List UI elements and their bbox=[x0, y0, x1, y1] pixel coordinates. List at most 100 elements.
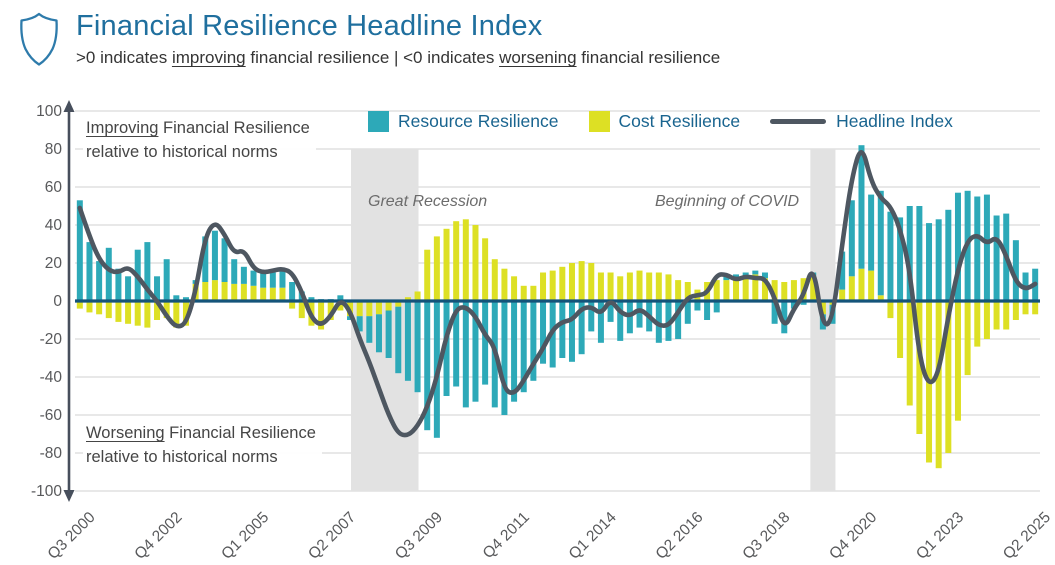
resource-bar bbox=[221, 238, 228, 282]
headline-line-icon bbox=[770, 119, 827, 124]
covid-label: Beginning of COVID bbox=[655, 193, 800, 210]
y-tick-label: 100 bbox=[36, 103, 62, 120]
cost-bar bbox=[549, 270, 556, 301]
resource-bar bbox=[617, 301, 624, 341]
resource-bar bbox=[559, 301, 566, 358]
cost-bar bbox=[520, 285, 527, 301]
y-tick-label: -100 bbox=[31, 483, 62, 500]
cost-bar bbox=[1032, 301, 1039, 315]
cost-bar bbox=[279, 287, 286, 301]
resource-bar bbox=[675, 301, 682, 339]
resource-bar bbox=[231, 259, 238, 284]
cost-bar bbox=[443, 228, 450, 301]
improving-annotation: Improving Financial Resilience relative … bbox=[83, 116, 316, 167]
cost-bar bbox=[916, 301, 923, 434]
resource-bar bbox=[887, 211, 894, 301]
x-tick-label: Q3 2009 bbox=[392, 509, 446, 563]
cost-bar bbox=[250, 285, 257, 301]
resource-bar bbox=[443, 301, 450, 396]
cost-bar bbox=[742, 276, 749, 301]
cost-bar bbox=[462, 219, 469, 301]
cost-bar bbox=[395, 301, 402, 307]
resource-bar bbox=[597, 301, 604, 343]
page-title: Financial Resilience Headline Index bbox=[76, 10, 543, 42]
axis-arrow-down-icon bbox=[63, 490, 75, 502]
cost-bar bbox=[993, 301, 1000, 330]
y-tick-label: 80 bbox=[45, 141, 63, 158]
resource-bar bbox=[395, 306, 402, 374]
resource-bar bbox=[76, 200, 83, 301]
resource-bar bbox=[260, 272, 267, 288]
resource-bar bbox=[144, 242, 151, 301]
cost-bar bbox=[221, 282, 228, 301]
cost-bar bbox=[839, 289, 846, 301]
resource-bar bbox=[385, 310, 392, 358]
cost-bar bbox=[1003, 301, 1010, 330]
cost-bar bbox=[607, 272, 614, 301]
resource-bar bbox=[375, 314, 382, 353]
resource-bar bbox=[520, 301, 527, 393]
legend-label-headline: Headline Index bbox=[836, 111, 953, 131]
cost-bar bbox=[617, 276, 624, 301]
x-tick-label: Q1 2023 bbox=[913, 509, 967, 563]
cost-bar bbox=[887, 301, 894, 319]
cost-bar bbox=[366, 301, 373, 317]
resource-bar bbox=[269, 272, 276, 288]
resource-bar bbox=[105, 247, 112, 301]
resource-bar bbox=[588, 301, 595, 332]
x-tick-label: Q4 2020 bbox=[826, 509, 880, 563]
resource-bar bbox=[752, 270, 759, 275]
cost-bar bbox=[1022, 301, 1029, 315]
cost-bar bbox=[337, 301, 344, 311]
cost-bar bbox=[76, 301, 83, 309]
resource-bar bbox=[626, 301, 633, 334]
cost-bar bbox=[105, 301, 112, 319]
y-tick-label: -60 bbox=[40, 407, 63, 424]
y-tick-label: -20 bbox=[40, 331, 63, 348]
x-tick-label: Q2 2025 bbox=[1000, 509, 1054, 563]
resource-bar bbox=[858, 145, 865, 269]
x-tick-label: Q2 2016 bbox=[653, 509, 707, 563]
cost-bar bbox=[424, 249, 431, 301]
resource-bar bbox=[568, 301, 575, 362]
cost-bar bbox=[154, 301, 161, 320]
cost-bar bbox=[86, 301, 93, 313]
resource-bar bbox=[211, 230, 218, 281]
resource-bar bbox=[202, 236, 209, 282]
resource-bar bbox=[713, 301, 720, 313]
cost-bar bbox=[771, 280, 778, 301]
cost-bar bbox=[906, 301, 913, 406]
cost-bar bbox=[144, 301, 151, 328]
resource-bar bbox=[742, 272, 749, 277]
y-tick-label: 60 bbox=[45, 179, 63, 196]
cost-bar bbox=[954, 301, 961, 421]
cost-bar bbox=[810, 276, 817, 301]
legend-item-resource: Resource Resilience bbox=[368, 111, 559, 132]
y-tick-label: -80 bbox=[40, 445, 63, 462]
cost-bar bbox=[491, 259, 498, 301]
resource-bar bbox=[906, 206, 913, 301]
resource-bar bbox=[404, 301, 411, 381]
cost-bar bbox=[472, 225, 479, 301]
cost-bar bbox=[974, 301, 981, 347]
resource-bar bbox=[761, 272, 768, 279]
resource-bar bbox=[704, 301, 711, 320]
resource-bar bbox=[250, 270, 257, 286]
cost-bar bbox=[675, 280, 682, 301]
worsening-annotation: Worsening Financial Resilience relative … bbox=[83, 421, 322, 472]
y-tick-label: 0 bbox=[53, 293, 62, 310]
cost-bar bbox=[665, 274, 672, 301]
resource-bar bbox=[482, 301, 489, 385]
cost-bar bbox=[761, 278, 768, 301]
resource-bar bbox=[839, 251, 846, 290]
resource-bar bbox=[877, 190, 884, 296]
legend-item-headline: Headline Index bbox=[770, 111, 953, 132]
x-tick-label: Q2 2007 bbox=[305, 509, 359, 563]
cost-bar bbox=[501, 268, 508, 301]
y-tick-label: 40 bbox=[45, 217, 63, 234]
resource-bar bbox=[308, 297, 315, 301]
cost-bar bbox=[327, 301, 334, 320]
resource-bar bbox=[954, 192, 961, 301]
resource-bar bbox=[86, 242, 93, 301]
